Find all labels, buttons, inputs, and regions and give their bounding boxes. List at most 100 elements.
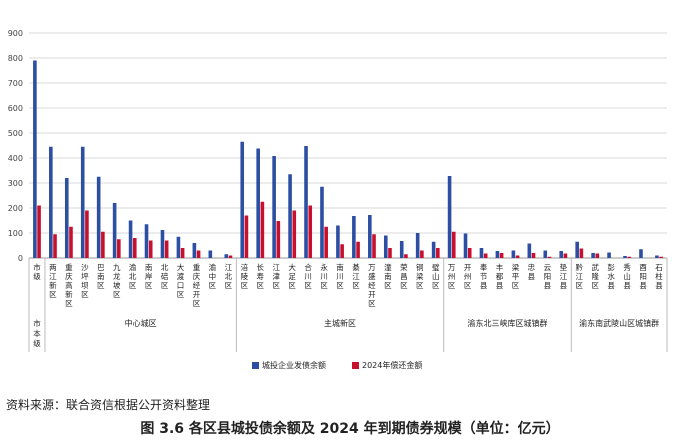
bar-repayment [436, 248, 440, 258]
x-tick-label: 九龙坡区 [113, 263, 121, 299]
bar-repayment [356, 241, 360, 258]
group-label: 中心城区 [125, 318, 157, 328]
bar-balance [352, 216, 356, 258]
bar-balance [479, 248, 484, 258]
bar-repayment [101, 231, 105, 258]
bar-repayment [69, 226, 73, 258]
bar-chart: 0 100 200 300 400 500 600 700 800 900 市级两江新区重庆高新区沙… [8, 29, 668, 370]
bar-repayment [404, 254, 408, 258]
bar-repayment [340, 244, 344, 258]
bar-balance [240, 141, 245, 258]
x-tick-label: 渝北区 [129, 262, 137, 290]
bar-balance [431, 241, 436, 258]
x-tick-label: 重庆高新区 [65, 263, 73, 308]
y-tick-label: 500 [8, 129, 23, 138]
bar-balance [655, 255, 659, 258]
x-tick-label: 万州区 [448, 263, 456, 290]
x-tick-label: 沙坪坝区 [81, 263, 89, 299]
x-tick-label: 綦江区 [352, 262, 360, 290]
bar-repayment [324, 226, 328, 258]
bar-repayment [85, 210, 89, 258]
bar-balance [160, 230, 165, 258]
y-tick-label: 400 [8, 154, 23, 163]
group-label: 渝东北三峡库区城镇群 [468, 318, 548, 328]
bar-balance [272, 156, 276, 258]
bar-repayment [53, 234, 57, 258]
x-tick-label: 渝中区 [209, 262, 217, 290]
bar-repayment [148, 240, 153, 258]
group-label: 主城新区 [324, 318, 356, 328]
bar-repayment [244, 215, 249, 258]
x-tick-label: 荣昌区 [400, 262, 408, 290]
y-tick-label: 800 [8, 54, 23, 63]
bar-balance [495, 251, 500, 258]
bar-repayment [531, 253, 536, 258]
x-tick-label: 丰都县 [496, 262, 504, 290]
bar-repayment [276, 221, 281, 258]
bar-balance [399, 241, 404, 258]
x-tick-label: 巴南区 [97, 263, 105, 290]
bar-balance [591, 253, 595, 258]
bar-repayment [563, 253, 568, 258]
bar-balance [415, 233, 420, 258]
bar-repayment [117, 239, 121, 258]
bar-repayment [260, 201, 265, 258]
bar-balance [64, 178, 69, 258]
x-tick-label: 重庆经开区 [193, 263, 201, 308]
bar-balance [208, 250, 213, 258]
bar-balance [144, 224, 149, 258]
bar-repayment [228, 255, 233, 258]
bar-repayment [292, 210, 297, 258]
legend-label: 2024年偿还金额 [362, 360, 422, 370]
x-tick-label: 大渡口区 [177, 262, 185, 299]
bar-repayment [180, 248, 185, 258]
group-label: 渝东南武陵山区城镇群 [579, 318, 659, 328]
bar-repayment [37, 205, 41, 258]
figure-caption: 图 3.6 各区县城投债余额及 2024 年到期债券规模（单位：亿元） [140, 421, 560, 437]
bar-balance [623, 256, 627, 258]
bar-repayment [420, 250, 424, 258]
bar-balance [288, 174, 292, 258]
x-tick-label: 石柱县 [655, 263, 663, 290]
bar-balance [463, 233, 468, 258]
bar-balance [128, 220, 133, 258]
x-tick-label: 璧山区 [432, 262, 440, 290]
bar-balance [192, 243, 197, 258]
x-tick-label: 大足区 [288, 262, 296, 290]
legend-swatch [352, 362, 359, 369]
y-tick-label: 600 [8, 104, 23, 113]
bar-balance [639, 249, 643, 258]
bar-balance [224, 254, 229, 258]
bar-repayment [659, 256, 663, 258]
bar-repayment [164, 240, 169, 258]
x-tick-label: 铜梁区 [416, 262, 424, 290]
x-tick-label: 涪陵区 [241, 262, 249, 290]
x-tick-label: 永川区 [320, 262, 328, 290]
bar-balance [575, 241, 579, 258]
x-tick-label: 奉节县 [480, 262, 488, 290]
bar-balance [80, 146, 85, 258]
x-tick-label: 开州区 [464, 263, 472, 290]
bar-balance [96, 176, 101, 258]
x-tick-label: 彭水县 [607, 262, 615, 290]
bar-repayment [627, 256, 632, 258]
bar-balance [176, 236, 181, 258]
group-label: 市本级 [33, 318, 41, 348]
bar-balance [112, 203, 117, 258]
y-tick-label: 100 [8, 229, 23, 238]
x-tick-label: 垫江县 [560, 262, 568, 290]
x-tick-label: 武隆区 [591, 262, 599, 290]
bar-repayment [372, 234, 376, 258]
bar-repayment [196, 250, 201, 258]
bar-repayment [132, 238, 137, 258]
x-tick-label: 南岸区 [145, 262, 153, 290]
bar-repayment [308, 205, 313, 258]
bar-repayment [388, 248, 392, 258]
legend-label: 城投企业发债余额 [262, 360, 326, 370]
source-note: 资料来源：联合资信根据公开资料整理 [6, 398, 211, 412]
chart-area: 0 100 200 300 400 500 600 700 800 900 市级 两江新区 重庆高新区沙… [8, 29, 668, 370]
x-tick-label: 市级 [33, 262, 41, 281]
bar-balance [336, 225, 340, 258]
bar-repayment [547, 256, 552, 258]
bar-repayment [467, 248, 472, 258]
